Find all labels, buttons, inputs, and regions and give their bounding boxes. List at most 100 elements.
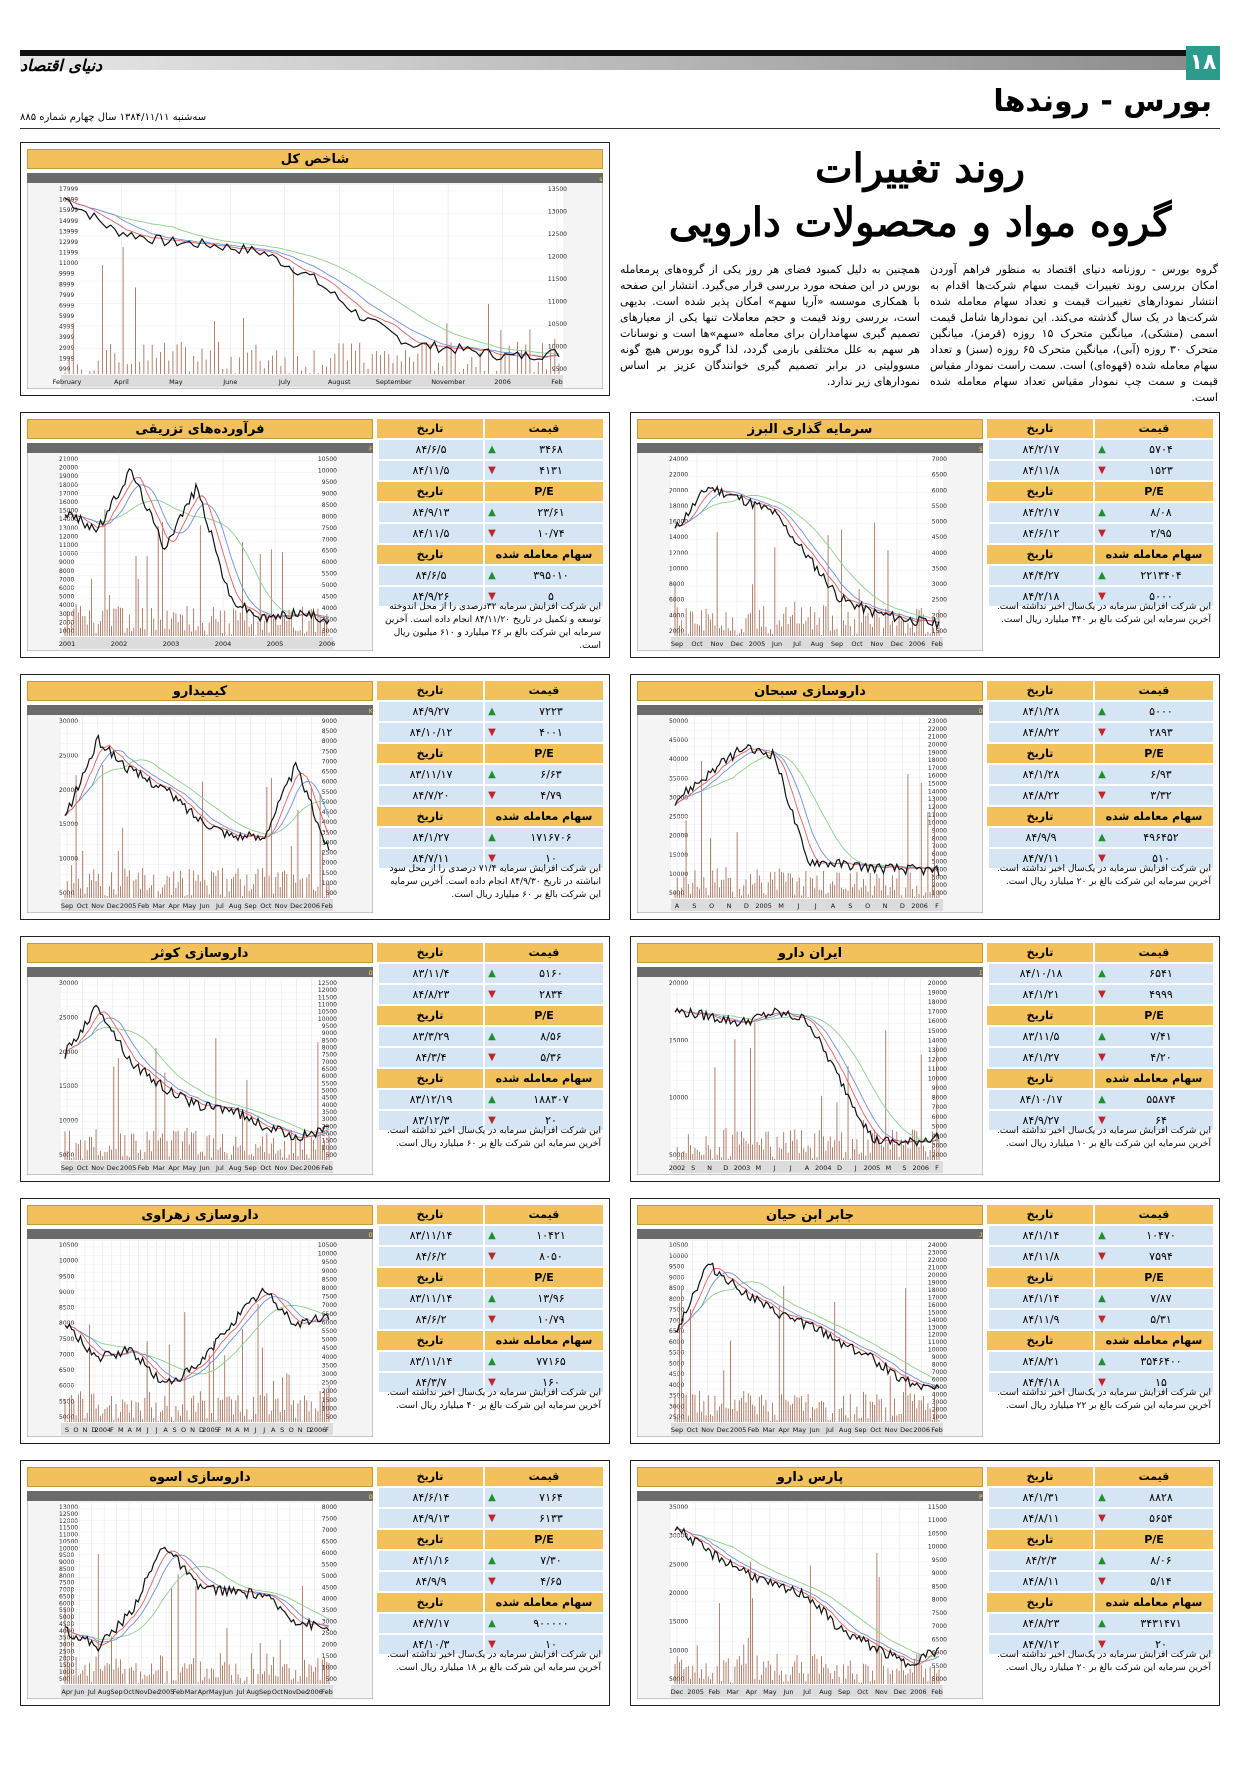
- stats-date: ۸۳/۱۱/۵: [989, 1027, 1093, 1046]
- month-axis: [61, 637, 333, 649]
- stock-name: داروسازی سبحان: [637, 681, 983, 701]
- month-label: Apr: [168, 902, 180, 910]
- stats-date: ۸۴/۱/۲۷: [379, 828, 483, 847]
- stats-date: ۸۴/۹/۲۶: [379, 587, 483, 606]
- ma30-line: [64, 1296, 330, 1381]
- price-tick-label: 6500: [932, 1636, 947, 1643]
- volume-tick-label: 18000: [59, 482, 78, 489]
- ma30-line: [64, 1554, 330, 1643]
- price-tick-label: 9500: [322, 479, 337, 486]
- down-arrow-icon: ▼: [1095, 786, 1109, 805]
- price-tick-label: 5000: [322, 1337, 337, 1344]
- stats-row: ۸/۵۶ ▲ ۸۳/۳/۲۹: [377, 1027, 603, 1046]
- stats-date: ۸۴/۹/۹: [989, 828, 1093, 847]
- price-tick-label: 4000: [322, 1354, 337, 1361]
- stats-row: ۵۷۰۴ ▲ ۸۴/۲/۱۷: [987, 440, 1213, 459]
- price-line: [64, 197, 560, 361]
- price-tick-label: 13000: [928, 796, 947, 803]
- chart-legend-bar: [637, 705, 983, 715]
- stats-header-date: تاریخ: [377, 545, 483, 564]
- price-tick-label: 1500: [322, 870, 337, 877]
- month-label: Feb: [321, 902, 333, 910]
- stock-panel: قیمت تاریخ ۷۱۶۴ ▲ ۸۴/۶/۱۴ ۶۱۳۳ ▼ ۸۴/۹/۱۳ P/E تاری…: [20, 1460, 610, 1706]
- stats-row: ۲۸۳۴ ▼ ۸۴/۸/۲۳: [377, 985, 603, 1004]
- volume-tick-label: 5000: [59, 890, 74, 897]
- stats-row: ۹۰۰۰۰۰ ▲ ۸۴/۷/۱۷: [377, 1614, 603, 1633]
- price-tick-label: 8500: [932, 1583, 947, 1590]
- stock-panel: قیمت تاریخ ۵۷۰۴ ▲ ۸۴/۲/۱۷ ۱۵۲۳ ▼ ۸۴/۱۱/۸ P/E تاری…: [630, 412, 1220, 658]
- down-arrow-icon: ▼: [1095, 723, 1109, 742]
- price-tick-label: 500: [326, 1414, 338, 1421]
- month-label: 2004: [815, 1164, 832, 1172]
- price-tick-label: 7000: [932, 1623, 947, 1630]
- price-tick-label: 12000: [928, 804, 947, 811]
- chart-legend: DaruZahravi (9,874.00, 9,481.00, 9,875.0…: [369, 1232, 373, 1239]
- month-label: Nov: [885, 1426, 898, 1434]
- price-tick-label: 5000: [322, 1573, 337, 1580]
- volume-tick-label: 4000: [59, 602, 74, 609]
- month-axis: [671, 1161, 943, 1173]
- stats-row: ۲۸۹۳ ▼ ۸۴/۸/۲۲: [987, 723, 1213, 742]
- price-tick-label: 4500: [322, 594, 337, 601]
- chart-plot-area: [671, 455, 943, 637]
- stats-value: ۵/۳۱: [1109, 1310, 1213, 1329]
- month-axis: [671, 1685, 943, 1697]
- month-label: Jul: [235, 1688, 244, 1696]
- price-tick-label: 2000: [932, 882, 947, 889]
- price-tick-label: 3500: [322, 1362, 337, 1369]
- price-tick-label: 12500: [318, 980, 337, 987]
- price-tick-label: 17000: [928, 1009, 947, 1016]
- volume-tick-label: 3500: [59, 1635, 74, 1642]
- month-label: J: [155, 1426, 158, 1434]
- month-label: 2004: [95, 1426, 112, 1434]
- volume-tick-label: 13000: [59, 1504, 78, 1511]
- capital-note: این شرکت افزایش سرمایه در یک‌سال اخیر ند…: [996, 1126, 1211, 1149]
- stats-date: ۸۴/۶/۱۴: [379, 1488, 483, 1507]
- price-tick-label: 7000: [932, 1369, 947, 1376]
- month-label: 2005: [202, 1426, 219, 1434]
- chart-legend: DaruSobhan (2,434.00, 2,434.00, 2,401.00…: [979, 708, 983, 715]
- month-label: Nov: [875, 1688, 888, 1696]
- month-label: Apr: [746, 1688, 758, 1696]
- volume-tick-label: 6000: [59, 1383, 74, 1390]
- stats-row: ۲۰ ▼ ۸۴/۷/۱۲: [987, 1635, 1213, 1654]
- price-tick-label: 15000: [928, 1309, 947, 1316]
- down-arrow-icon: ▼: [1095, 1509, 1109, 1528]
- month-label: July: [278, 378, 291, 386]
- month-label: Dec: [731, 640, 744, 648]
- month-label: Sep: [244, 902, 256, 910]
- price-tick-label: 2500: [322, 1123, 337, 1130]
- price-tick-label: 8500: [322, 502, 337, 509]
- stats-row: ۱۵۲۳ ▼ ۸۴/۱۱/۸: [987, 461, 1213, 480]
- stats-value: ۶۵۴۱: [1109, 964, 1213, 983]
- month-label: May: [763, 1688, 777, 1696]
- price-tick-label: 12500: [548, 231, 567, 238]
- month-label: F: [218, 1426, 222, 1434]
- stats-value: ۶۱۳۳: [499, 1509, 603, 1528]
- price-tick-label: 21000: [928, 734, 947, 741]
- price-tick-label: 11000: [928, 1066, 947, 1073]
- price-tick-label: 2000: [932, 1152, 947, 1159]
- stats-row: ۵۱۰ ▼ ۸۴/۷/۱۱: [987, 849, 1213, 868]
- stats-row: ۵۰۰۰ ▲ ۸۴/۱/۲۸: [987, 702, 1213, 721]
- month-label: Oct: [123, 1688, 135, 1696]
- stock-chart: DaruOsveh (6,339.00, 6,163.00, 6,177.00,…: [27, 1491, 373, 1699]
- price-tick-label: 10000: [318, 1251, 337, 1258]
- price-tick-label: 13500: [548, 186, 567, 193]
- chart-legend-bar: [27, 443, 373, 453]
- volume-tick-label: 9000: [59, 1289, 74, 1296]
- stock-name: داروسازی کوثر: [27, 943, 373, 963]
- stats-row: ۸/۰۶ ▲ ۸۴/۲/۳: [987, 1551, 1213, 1570]
- stats-value: ۵/۱۴: [1109, 1572, 1213, 1591]
- volume-tick-label: 22000: [669, 472, 688, 479]
- stats-value: ۳۴۶۸: [499, 440, 603, 459]
- down-arrow-icon: ▼: [1095, 1247, 1109, 1266]
- month-label: S: [902, 1164, 906, 1172]
- price-tick-label: 2500: [322, 1630, 337, 1637]
- volume-tick-label: 6000: [669, 1339, 684, 1346]
- month-label: Jun: [73, 1688, 84, 1696]
- top-bar: [20, 50, 1220, 72]
- price-tick-label: 14000: [928, 1037, 947, 1044]
- month-label: Feb: [138, 902, 150, 910]
- down-arrow-icon: ▼: [485, 849, 499, 868]
